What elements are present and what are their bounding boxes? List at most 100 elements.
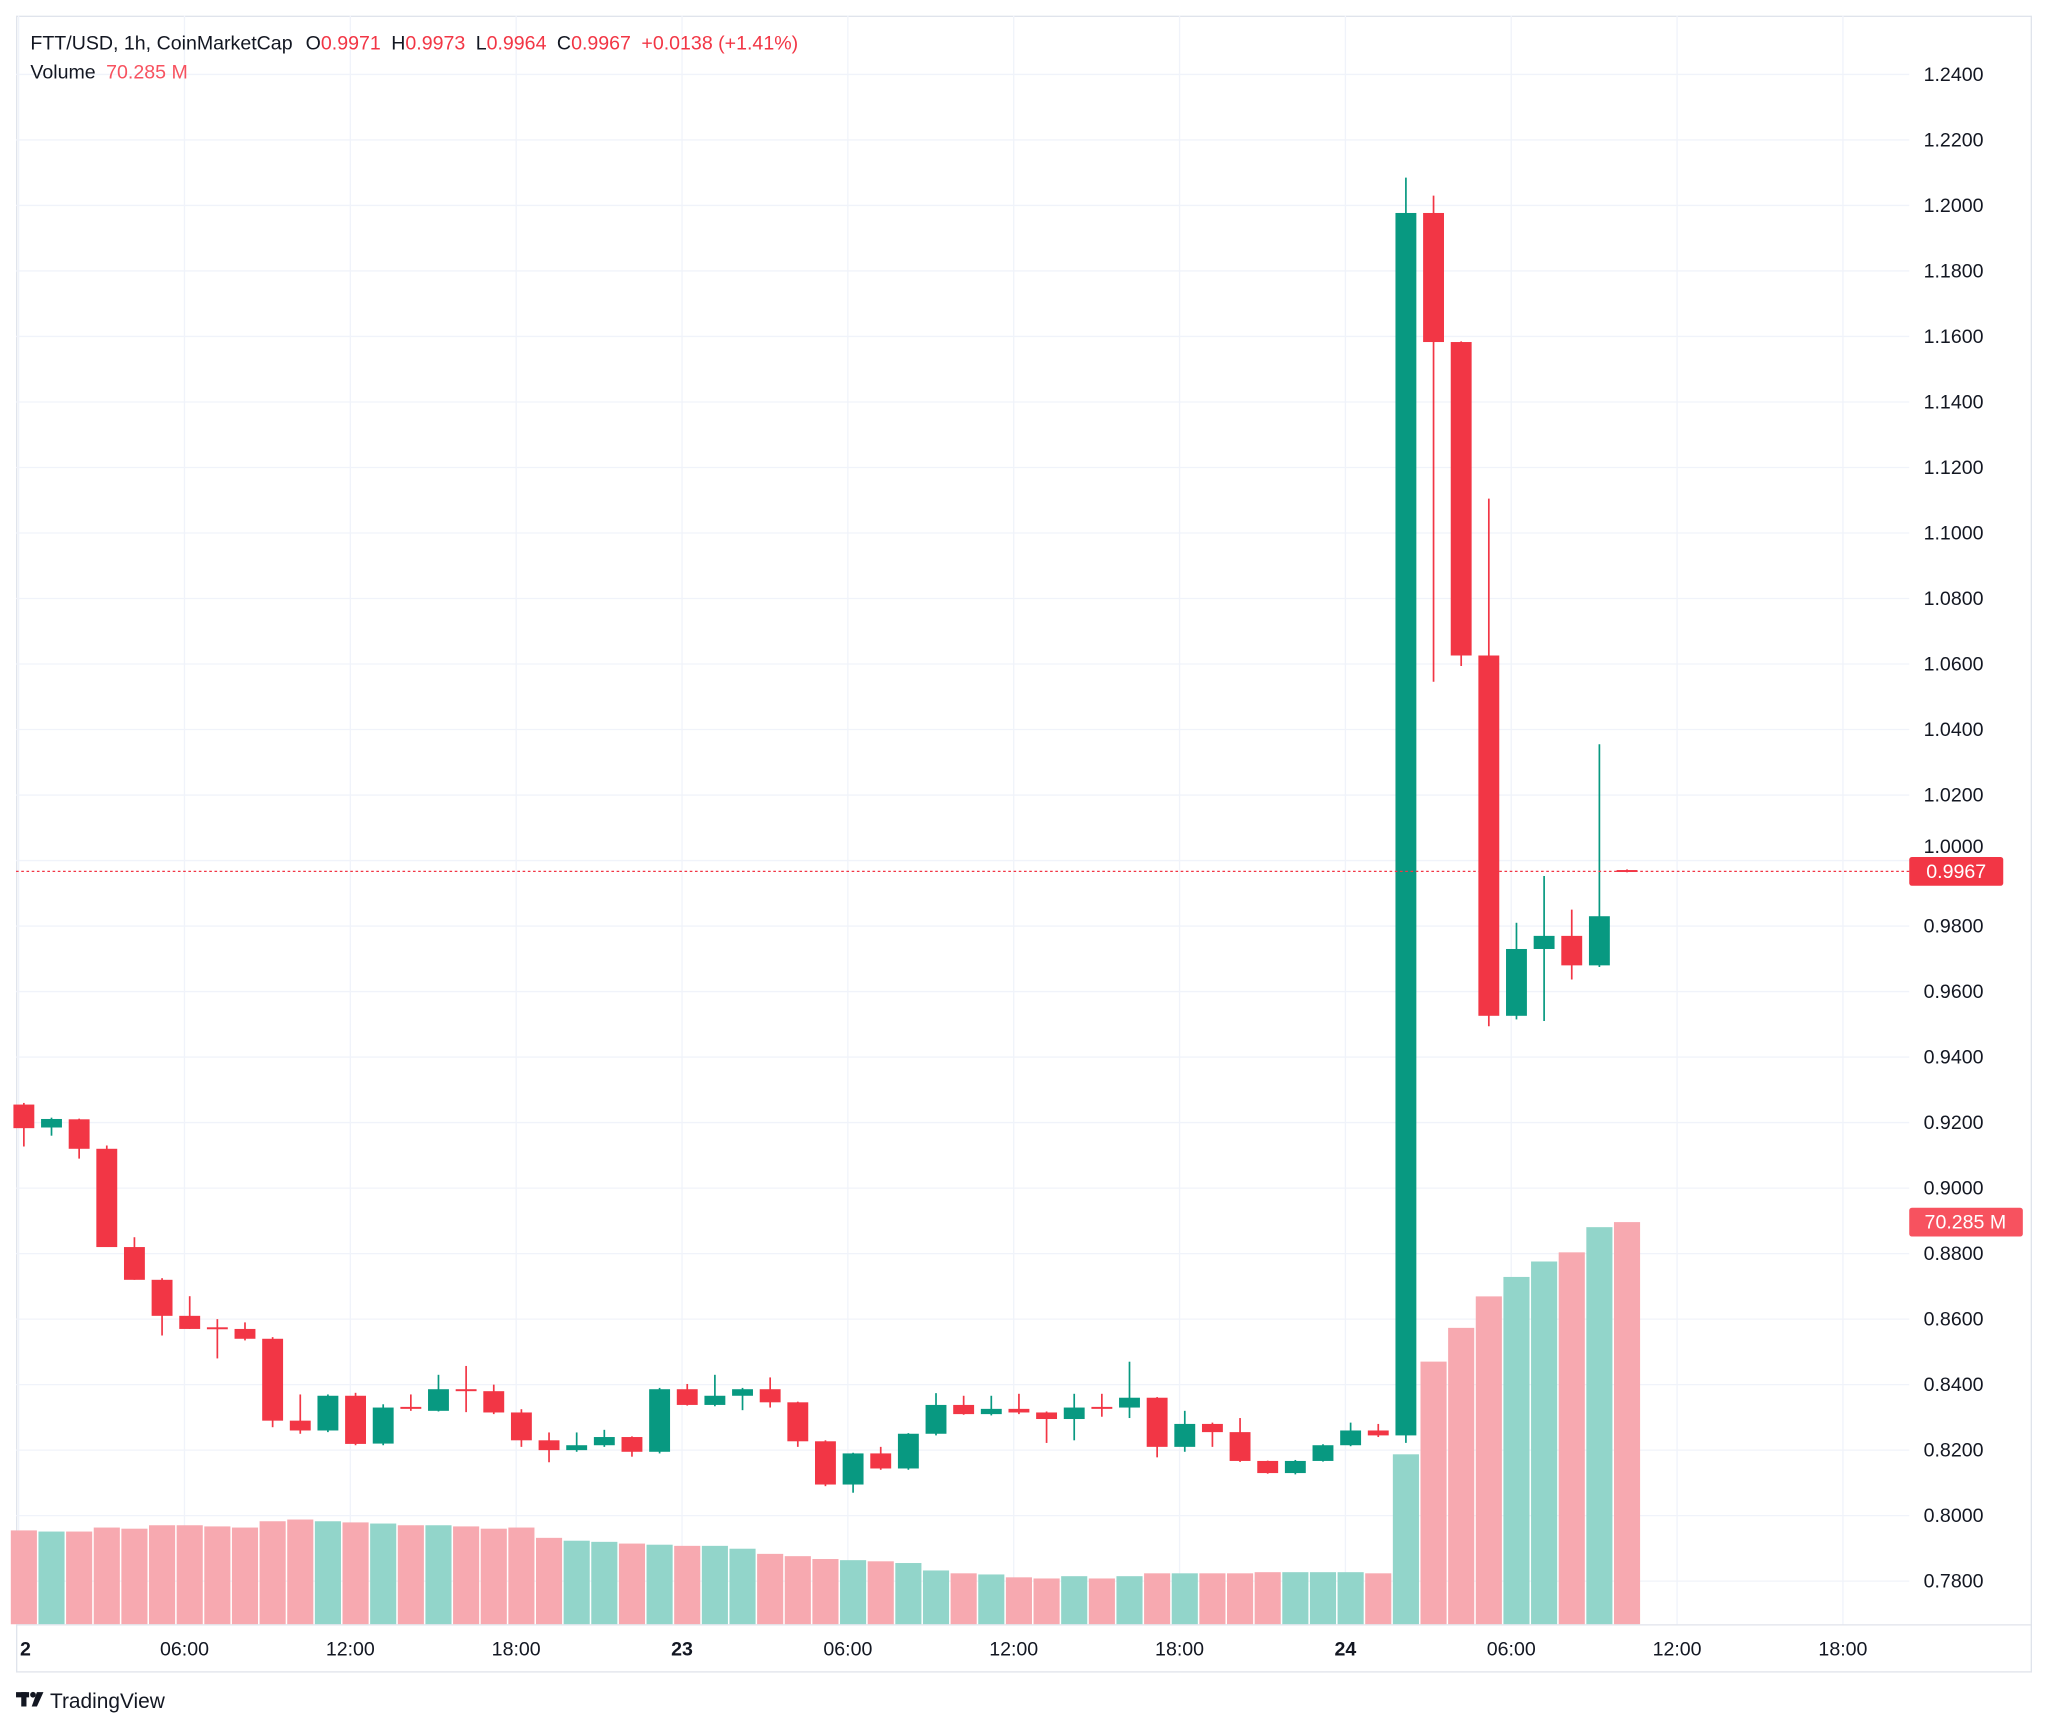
volume-bar (1088, 1578, 1115, 1625)
volume-bar (1227, 1573, 1254, 1625)
volume-label[interactable]: Volume (30, 61, 95, 83)
candle-down[interactable] (151, 1279, 173, 1316)
tradingview-logo-icon (16, 1691, 44, 1707)
candle-down[interactable] (1561, 935, 1583, 966)
tradingview-logo[interactable]: TradingView (16, 1690, 166, 1713)
candle-up[interactable] (842, 1453, 864, 1485)
candle-up[interactable] (1119, 1397, 1140, 1408)
candle-down[interactable] (759, 1389, 781, 1403)
price-tick-label: 1.0800 (1924, 588, 1984, 610)
volume-bar (1061, 1576, 1088, 1625)
volume-bar (1392, 1454, 1419, 1625)
candle-up[interactable] (566, 1445, 588, 1451)
candle-down[interactable] (1478, 655, 1500, 1016)
price-tick-label: 0.9600 (1924, 981, 1984, 1003)
volume-bar (10, 1530, 37, 1625)
candle-down[interactable] (1367, 1430, 1389, 1436)
time-tick-label: 06:00 (160, 1639, 209, 1661)
price-tick-label: 1.1200 (1924, 457, 1984, 479)
candle-up[interactable] (372, 1407, 394, 1444)
candle-up[interactable] (1174, 1423, 1196, 1447)
price-tick-label: 0.7800 (1924, 1571, 1984, 1593)
candle-up[interactable] (428, 1389, 449, 1411)
price-tick-label: 1.2200 (1924, 129, 1984, 151)
volume-bar (287, 1519, 314, 1625)
low-value: 0.9964 (487, 33, 547, 55)
candle-down[interactable] (1201, 1423, 1223, 1433)
open-value: 0.9971 (321, 33, 381, 55)
candle-down[interactable] (123, 1247, 145, 1280)
candle-down[interactable] (289, 1420, 311, 1431)
candle-down[interactable] (1036, 1412, 1058, 1420)
candle-up[interactable] (1312, 1445, 1334, 1461)
price-tick-label: 0.9200 (1924, 1112, 1984, 1134)
candle-up[interactable] (1063, 1407, 1085, 1420)
candle-up[interactable] (649, 1389, 671, 1452)
candle-up[interactable] (1395, 212, 1417, 1436)
volume-bar (1337, 1572, 1364, 1625)
candle-down[interactable] (1229, 1432, 1251, 1461)
candle-down[interactable] (1008, 1408, 1030, 1413)
volume-bar (840, 1560, 867, 1625)
candle-down[interactable] (234, 1328, 256, 1339)
candle-up[interactable] (980, 1408, 1002, 1415)
candle-up[interactable] (1533, 935, 1555, 949)
candle-down[interactable] (262, 1338, 284, 1421)
candle-down[interactable] (510, 1412, 532, 1441)
candle-up[interactable] (317, 1395, 339, 1431)
volume-bar (757, 1553, 784, 1625)
candle-up[interactable] (925, 1404, 947, 1434)
candle-down[interactable] (13, 1104, 35, 1129)
volume-bar (922, 1570, 950, 1625)
candle-up[interactable] (1340, 1430, 1362, 1446)
candle-down[interactable] (815, 1441, 836, 1485)
candle-down[interactable] (400, 1406, 422, 1409)
candle-down[interactable] (345, 1395, 366, 1444)
candle-down[interactable] (1091, 1406, 1113, 1409)
candle-down[interactable] (787, 1402, 809, 1442)
volume-bar (784, 1556, 811, 1625)
volume-bar (1199, 1573, 1226, 1625)
volume-bar (867, 1561, 894, 1625)
price-tick-label: 0.9000 (1924, 1178, 1984, 1200)
price-tick-label: 0.8400 (1924, 1374, 1984, 1396)
volume-bar (1282, 1572, 1309, 1625)
volume-bar (535, 1537, 563, 1625)
candle-down[interactable] (538, 1440, 560, 1451)
candle-down[interactable] (870, 1453, 892, 1469)
volume-badge-label: 70.285 M (1925, 1212, 2007, 1234)
candle-up[interactable] (41, 1118, 62, 1128)
volume-bar (978, 1574, 1005, 1625)
candle-down[interactable] (68, 1119, 90, 1149)
time-tick-label: 06:00 (1487, 1639, 1536, 1661)
price-axis[interactable]: 1.2400 1.2200 1.2000 1.1800 1.1600 1.1400 1.12… (1924, 64, 1984, 1593)
candle-up[interactable] (704, 1395, 726, 1405)
symbol-title[interactable]: FTT/USD, 1h, CoinMarketCap (30, 33, 292, 55)
candle-down[interactable] (455, 1389, 477, 1392)
candle-up[interactable] (1588, 916, 1610, 966)
candle-up[interactable] (1284, 1460, 1306, 1474)
candle-up[interactable] (1506, 948, 1527, 1016)
candle-down[interactable] (483, 1391, 505, 1413)
candle-up[interactable] (897, 1433, 919, 1469)
volume-bar (342, 1522, 369, 1625)
candle-up[interactable] (593, 1437, 615, 1446)
candle-down[interactable] (179, 1315, 201, 1329)
candle-down[interactable] (206, 1327, 228, 1330)
candle-down[interactable] (1450, 342, 1472, 656)
volume-bar (121, 1528, 148, 1625)
candle-down[interactable] (953, 1404, 975, 1415)
time-axis[interactable]: 2 06:00 12:00 18:00 23 06:00 12:00 18:00 24 06:00… (20, 1639, 1868, 1661)
volume-bar (314, 1521, 341, 1625)
candle-down[interactable] (1146, 1397, 1168, 1447)
volume-bar (1005, 1577, 1032, 1625)
candle-down[interactable] (676, 1389, 698, 1405)
price-tick-label: 1.0200 (1924, 785, 1984, 807)
candle-down[interactable] (96, 1148, 118, 1248)
candle-down[interactable] (621, 1437, 643, 1452)
price-tick-label: 1.1000 (1924, 523, 1984, 545)
candle-up[interactable] (732, 1389, 753, 1396)
candle-down[interactable] (1257, 1460, 1279, 1474)
candle-down[interactable] (1423, 212, 1444, 343)
